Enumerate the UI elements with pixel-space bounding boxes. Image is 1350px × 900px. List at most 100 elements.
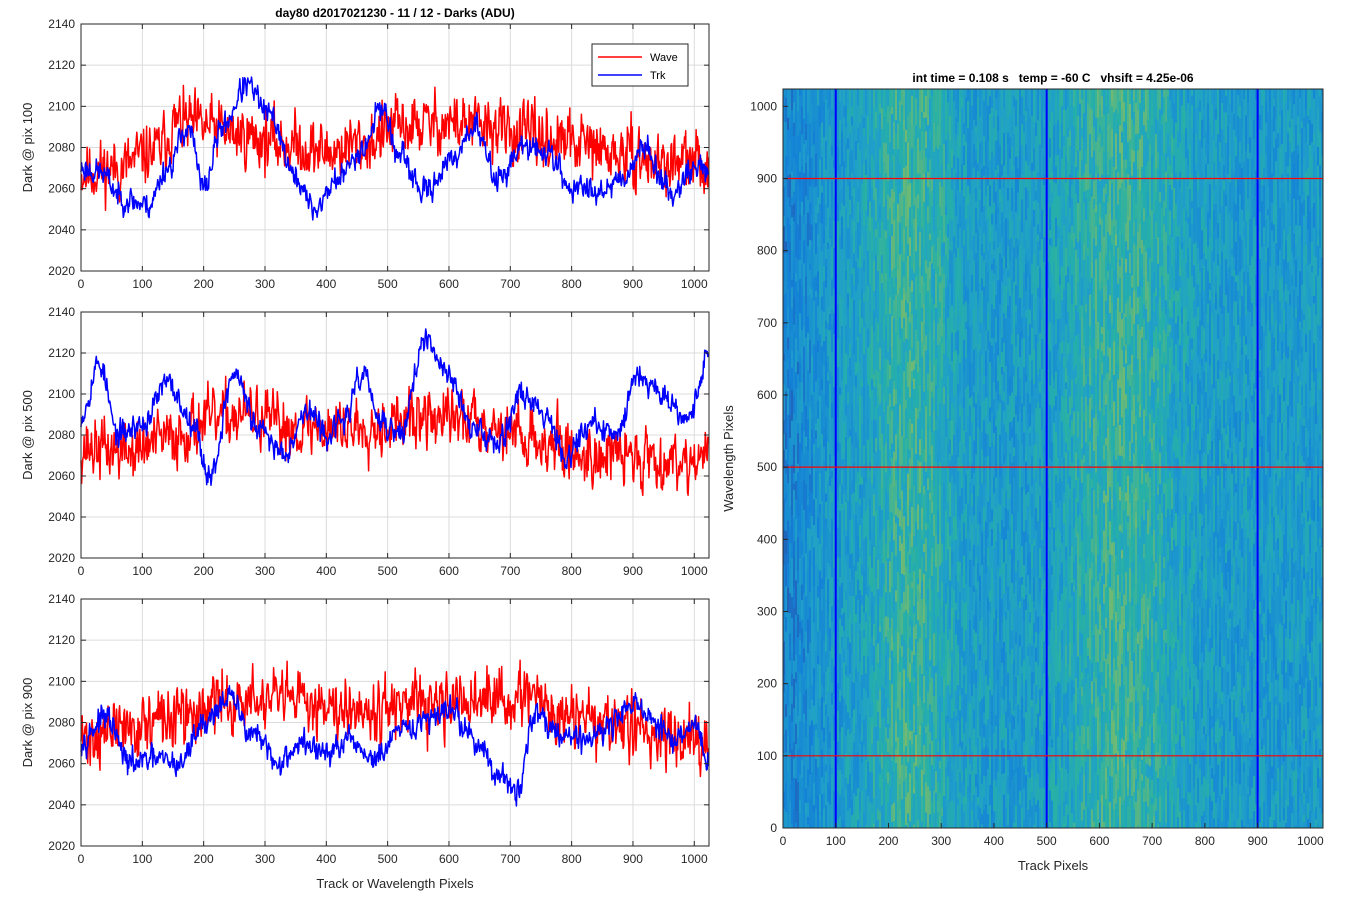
x-tick-label: 800 xyxy=(562,852,582,866)
y-tick-label: 2120 xyxy=(48,58,75,72)
x-tick-label: 400 xyxy=(316,852,336,866)
y-tick-label: 200 xyxy=(757,677,777,691)
x-tick-label: 900 xyxy=(623,852,643,866)
x-tick-label: 200 xyxy=(194,277,214,291)
y-tick-label: 2140 xyxy=(48,305,75,319)
figure-title: day80 d2017021230 - 11 / 12 - Darks (ADU… xyxy=(275,6,514,20)
x-tick-label: 100 xyxy=(132,277,152,291)
x-tick-label: 300 xyxy=(255,277,275,291)
y-tick-label: 2120 xyxy=(48,633,75,647)
x-tick-label: 100 xyxy=(132,564,152,578)
legend-wave-label: Wave xyxy=(650,52,678,64)
x-tick-label: 900 xyxy=(623,564,643,578)
x-tick-label: 800 xyxy=(562,564,582,578)
series-line-trk xyxy=(80,685,710,807)
pixel-markers xyxy=(783,89,1323,828)
y-tick-label: 2140 xyxy=(48,592,75,606)
series-line-trk xyxy=(80,328,710,486)
y-tick-label: 2080 xyxy=(48,716,75,730)
y-tick-label: 1000 xyxy=(750,99,777,113)
x-tick-label: 900 xyxy=(1248,834,1268,848)
y-tick-label: 2060 xyxy=(48,182,75,196)
y-tick-label: 2140 xyxy=(48,17,75,31)
x-tick-label: 100 xyxy=(132,852,152,866)
heatmap-dark-frame: 0 100 200 300 400 500 600 700 800 900 1000 0 100 200 3… xyxy=(721,71,1324,873)
series-line-wave xyxy=(80,375,710,497)
y-tick-label: 300 xyxy=(757,604,777,618)
subplot-dark-pix-500: 0 100 200 300 400 500 600 700 800 900 1000 2020 2040… xyxy=(20,305,710,578)
y-axis-label: Dark @ pix 500 xyxy=(20,390,35,480)
y-tick-label: 400 xyxy=(757,532,777,546)
legend-trk-label: Trk xyxy=(650,70,666,82)
y-tick-label: 600 xyxy=(757,388,777,402)
x-tick-label: 300 xyxy=(255,852,275,866)
x-tick-label: 500 xyxy=(378,277,398,291)
x-tick-label: 600 xyxy=(439,564,459,578)
series-line-trk xyxy=(80,76,710,221)
y-axis-label: Dark @ pix 900 xyxy=(20,678,35,768)
y-tick-label: 2100 xyxy=(48,674,75,688)
x-tick-label: 0 xyxy=(78,564,85,578)
series-lines xyxy=(80,328,710,497)
x-tick-label: 600 xyxy=(439,277,459,291)
y-tick-label: 0 xyxy=(770,821,777,835)
subplot-dark-pix-100: 0 100 200 300 400 500 600 700 800 900 1000 2020 2040… xyxy=(20,6,710,291)
x-tick-label: 800 xyxy=(562,277,582,291)
x-tick-label: 200 xyxy=(194,852,214,866)
y-axis-label: Wavelength Pixels xyxy=(721,405,736,512)
x-tick-label: 600 xyxy=(1089,834,1109,848)
x-axis-label: Track Pixels xyxy=(1018,858,1089,873)
x-tick-label: 900 xyxy=(623,277,643,291)
y-tick-label: 2020 xyxy=(48,551,75,565)
x-tick-label: 700 xyxy=(500,277,520,291)
y-tick-label: 2060 xyxy=(48,469,75,483)
y-tick-label: 100 xyxy=(757,749,777,763)
y-tick-label: 2080 xyxy=(48,141,75,155)
y-tick-label: 900 xyxy=(757,171,777,185)
x-tick-label: 400 xyxy=(316,277,336,291)
x-tick-label: 100 xyxy=(826,834,846,848)
y-tick-label: 2020 xyxy=(48,839,75,853)
heatmap-title: int time = 0.108 s temp = -60 C vhsift =… xyxy=(912,71,1193,85)
subplot-dark-pix-900: 0 100 200 300 400 500 600 700 800 900 1000 2020 2040… xyxy=(20,592,710,891)
heatmap-image xyxy=(783,89,1323,828)
series-line-wave xyxy=(80,84,710,212)
x-tick-label: 300 xyxy=(931,834,951,848)
y-tick-label: 2120 xyxy=(48,346,75,360)
legend: Wave Trk xyxy=(591,43,689,87)
y-tick-label: 2040 xyxy=(48,223,75,237)
x-tick-label: 1000 xyxy=(681,564,708,578)
y-axis-label: Dark @ pix 100 xyxy=(20,103,35,193)
x-tick-label: 1000 xyxy=(681,852,708,866)
series-line-wave xyxy=(80,659,710,778)
x-tick-label: 400 xyxy=(984,834,1004,848)
y-tick-label: 2080 xyxy=(48,428,75,442)
y-tick-label: 2100 xyxy=(48,387,75,401)
x-tick-label: 800 xyxy=(1195,834,1215,848)
y-tick-label: 2040 xyxy=(48,798,75,812)
x-tick-label: 600 xyxy=(439,852,459,866)
x-tick-label: 200 xyxy=(194,564,214,578)
x-tick-label: 1000 xyxy=(1297,834,1324,848)
x-tick-label: 700 xyxy=(500,564,520,578)
x-tick-label: 500 xyxy=(378,564,398,578)
x-tick-label: 700 xyxy=(1142,834,1162,848)
x-tick-label: 200 xyxy=(878,834,898,848)
y-tick-label: 700 xyxy=(757,316,777,330)
y-tick-label: 2100 xyxy=(48,99,75,113)
y-tick-label: 800 xyxy=(757,244,777,258)
y-tick-label: 2060 xyxy=(48,757,75,771)
x-tick-label: 500 xyxy=(1037,834,1057,848)
x-tick-label: 0 xyxy=(78,852,85,866)
x-tick-label: 400 xyxy=(316,564,336,578)
x-tick-label: 1000 xyxy=(681,277,708,291)
x-tick-label: 500 xyxy=(378,852,398,866)
series-lines xyxy=(80,659,710,807)
y-tick-label: 2040 xyxy=(48,510,75,524)
x-axis-label: Track or Wavelength Pixels xyxy=(316,876,474,891)
x-tick-label: 0 xyxy=(780,834,787,848)
y-tick-label: 500 xyxy=(757,460,777,474)
x-tick-label: 700 xyxy=(500,852,520,866)
x-tick-label: 0 xyxy=(78,277,85,291)
series-lines xyxy=(80,76,710,221)
